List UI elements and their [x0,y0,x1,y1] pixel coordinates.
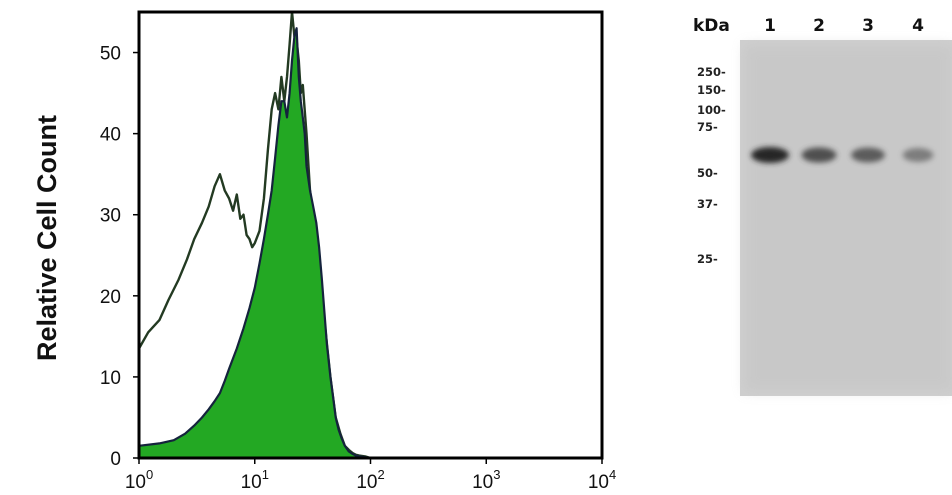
x-tick-label: 102 [356,467,384,493]
x-tick-label: 100 [125,467,153,493]
x-tick-label: 104 [588,467,616,493]
histogram-filled-series [137,27,604,460]
lane-labels: 1 2 3 4 [764,16,924,36]
y-axis-ticks: 0 10 20 30 40 50 [100,44,139,470]
x-tick-label: 101 [241,467,269,493]
y-tick-label: 30 [100,206,121,227]
lane-label: 4 [912,16,924,36]
y-tick-label: 40 [100,125,121,146]
x-tick-label: 103 [472,467,500,493]
y-tick-label: 20 [100,287,121,308]
blot-band [801,147,837,163]
mw-marker-label: 50- [697,166,718,180]
y-tick-label: 10 [100,368,121,389]
mw-marker-label: 250- [697,65,726,79]
lane-label: 3 [862,16,874,36]
x-axis-ticks: 100 101 102 103 104 [125,458,616,493]
mw-marker-label: 150- [697,83,726,97]
y-axis-label: Relative Cell Count [32,115,62,361]
series-layer [137,10,604,460]
mw-marker-label: 100- [697,103,726,117]
y-tick-label: 0 [110,449,121,470]
western-blot: kDa 1 2 3 4 250- 150- 100- 75- 50- 37- 25- [693,16,952,396]
mw-marker-label: 25- [697,252,718,266]
plot-area: 0 10 20 30 40 50 100 101 102 103 104 [100,10,616,493]
mw-marker-label: 75- [697,120,718,134]
mw-marker-label: 37- [697,197,718,211]
blot-membrane-shade [745,45,952,391]
lane-label: 1 [764,16,776,36]
blot-band [751,147,789,163]
band-layer [751,147,934,163]
blot-band [851,147,885,163]
plot-frame [139,12,602,458]
lane-label: 2 [813,16,825,36]
blot-band [902,148,934,162]
y-tick-label: 50 [100,44,121,65]
kda-header: kDa [693,16,730,36]
mw-markers: 250- 150- 100- 75- 50- 37- 25- [697,65,726,266]
